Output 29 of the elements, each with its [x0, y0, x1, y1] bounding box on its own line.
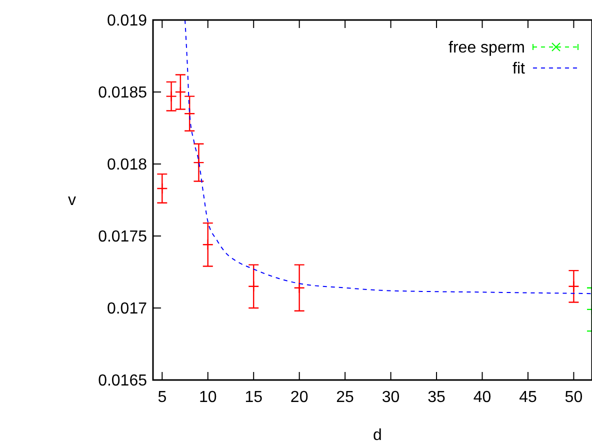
- x-tick-label: 40: [473, 389, 492, 406]
- x-tick-label: 10: [198, 389, 217, 406]
- point: [294, 282, 305, 294]
- x-tick-label: 25: [336, 389, 354, 406]
- legend-label: fit: [512, 60, 526, 78]
- x-tick-label: 50: [564, 389, 583, 406]
- legend-label: free sperm: [448, 40, 525, 57]
- y-axis-title: v: [68, 192, 76, 209]
- point: [193, 156, 204, 168]
- point: [568, 280, 580, 292]
- y-tick-label: 0.0175: [98, 228, 148, 246]
- x-tick-label: 30: [382, 389, 400, 406]
- x-tick-label: 15: [244, 389, 263, 406]
- y-tick-label: 0.017: [106, 300, 148, 318]
- x-tick-label: 45: [519, 389, 537, 406]
- point: [202, 239, 214, 250]
- point: [174, 86, 186, 98]
- point: [166, 90, 177, 102]
- point: [248, 280, 260, 292]
- x-axis-title: d: [373, 427, 382, 444]
- x-tick-label: 5: [158, 389, 167, 406]
- line-series: [184, 20, 592, 294]
- y-tick-label: 0.018: [106, 156, 148, 174]
- y-tick-label: 0.019: [106, 12, 148, 30]
- x-tick-label: 20: [290, 389, 308, 406]
- y-tick-label: 0.0165: [98, 372, 148, 390]
- x-tick-label: 35: [428, 389, 446, 406]
- point: [156, 182, 168, 194]
- y-tick-label: 0.0185: [98, 84, 148, 102]
